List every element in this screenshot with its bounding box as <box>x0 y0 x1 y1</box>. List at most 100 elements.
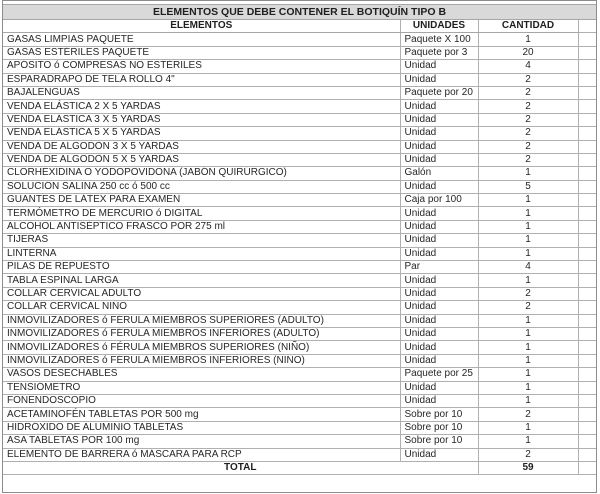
quantity-cell: 1 <box>478 354 579 369</box>
table-header-row: ELEMENTOS UNIDADES CANTIDAD <box>3 20 596 34</box>
unit-cell: Paquete X 100 <box>400 32 479 47</box>
element-cell: CLORHEXIDINA O YODOPOVIDONA (JABÓN QUIRÚ… <box>3 166 401 181</box>
table-row: VASOS DESECHABLES Paquete por 25 1 <box>3 367 596 382</box>
spacer-cell <box>578 260 596 275</box>
quantity-cell: 1 <box>478 166 579 181</box>
unit-cell: Unidad <box>400 381 479 395</box>
unit-cell: Unidad <box>400 126 479 141</box>
spacer-cell <box>578 166 596 181</box>
quantity-cell: 1 <box>478 206 579 221</box>
unit-cell: Unidad <box>400 448 479 462</box>
unit-cell: Unidad <box>400 300 479 315</box>
unit-cell: Unidad <box>400 247 479 262</box>
header-spacer <box>578 20 596 34</box>
spacer-cell <box>578 367 596 382</box>
element-cell: GASAS LIMPIAS PAQUETE <box>3 32 401 47</box>
spacer-cell <box>578 32 596 47</box>
element-cell: VENDA ELÁSTICA 2 X 5 YARDAS <box>3 99 401 114</box>
spacer-cell <box>578 140 596 154</box>
quantity-cell: 2 <box>478 153 579 168</box>
quantity-cell: 1 <box>478 421 579 436</box>
unit-cell: Unidad <box>400 354 479 369</box>
spacer-cell <box>578 421 596 436</box>
table-row: INMOVILIZADORES ó FÉRULA MIEMBROS SUPERI… <box>3 340 596 355</box>
spacer-cell <box>578 59 596 74</box>
quantity-cell: 1 <box>478 273 579 288</box>
table-row: VENDA DE ALGODÒN 5 X 5 YARDAS Unidad 2 <box>3 153 596 168</box>
table-row: COLLAR CERVICAL ADULTO Unidad 2 <box>3 287 596 302</box>
spacer-cell <box>578 273 596 288</box>
unit-cell: Unidad <box>400 99 479 114</box>
header-cantidad: CANTIDAD <box>478 20 579 34</box>
table-row: BAJALENGUAS Paquete por 20 2 <box>3 86 596 101</box>
total-spacer <box>578 461 596 476</box>
unit-cell: Sobre por 10 <box>400 421 479 436</box>
quantity-cell: 1 <box>478 247 579 262</box>
spacer-cell <box>578 86 596 101</box>
table-row: SOLUCIÓN SALINA 250 cc ó 500 cc Unidad 5 <box>3 180 596 195</box>
unit-cell: Unidad <box>400 59 479 74</box>
element-cell: VASOS DESECHABLES <box>3 367 401 382</box>
table-row: TERMÓMETRO DE MERCURIO ó DIGITAL Unidad … <box>3 206 596 221</box>
spacer-cell <box>578 381 596 395</box>
element-cell: VENDA ELÁSTICA 3 X 5 YARDAS <box>3 113 401 128</box>
element-cell: SOLUCIÓN SALINA 250 cc ó 500 cc <box>3 180 401 195</box>
table-row: TIJERAS Unidad 1 <box>3 233 596 248</box>
quantity-cell: 1 <box>478 193 579 208</box>
table-row: GASAS LIMPIAS PAQUETE Paquete X 100 1 <box>3 32 596 47</box>
table-row: ALCOHOL ANTISÉPTICO FRASCO POR 275 ml Un… <box>3 220 596 235</box>
spacer-cell <box>578 193 596 208</box>
quantity-cell: 1 <box>478 381 579 395</box>
first-aid-kit-table: ELEMENTOS UNIDADES CANTIDAD GASAS LIMPIA… <box>3 20 596 476</box>
quantity-cell: 2 <box>478 140 579 154</box>
spacer-cell <box>578 354 596 369</box>
table-row: VENDA ELÁSTICA 5 X 5 YARDAS Unidad 2 <box>3 126 596 141</box>
table-footer: TOTAL 59 <box>3 461 596 476</box>
spacer-cell <box>578 153 596 168</box>
spacer-cell <box>578 247 596 262</box>
quantity-cell: 2 <box>478 300 579 315</box>
quantity-cell: 4 <box>478 260 579 275</box>
unit-cell: Unidad <box>400 233 479 248</box>
spacer-cell <box>578 73 596 87</box>
spacer-cell <box>578 233 596 248</box>
element-cell: TENSIÓMETRO <box>3 381 401 395</box>
table-row: COLLAR CERVICAL NIÑO Unidad 2 <box>3 300 596 315</box>
quantity-cell: 2 <box>478 73 579 87</box>
unit-cell: Unidad <box>400 73 479 87</box>
table-row: INMOVILIZADORES ó FÉRULA MIEMBROS SUPERI… <box>3 314 596 328</box>
table-row: TENSIÓMETRO Unidad 1 <box>3 381 596 395</box>
spacer-cell <box>578 126 596 141</box>
spacer-cell <box>578 340 596 355</box>
element-cell: TERMÓMETRO DE MERCURIO ó DIGITAL <box>3 206 401 221</box>
unit-cell: Caja por 100 <box>400 193 479 208</box>
unit-cell: Unidad <box>400 180 479 195</box>
unit-cell: Unidad <box>400 206 479 221</box>
table-title: ELEMENTOS QUE DEBE CONTENER EL BOTIQUÍN … <box>3 4 596 20</box>
quantity-cell: 4 <box>478 59 579 74</box>
element-cell: GUANTES DE LÁTEX PARA EXAMEN <box>3 193 401 208</box>
unit-cell: Paquete por 25 <box>400 367 479 382</box>
total-label: TOTAL <box>3 461 479 476</box>
quantity-cell: 1 <box>478 327 579 342</box>
element-cell: HIDRÓXIDO DE ALUMINIO TABLETAS <box>3 421 401 436</box>
element-cell: INMOVILIZADORES ó FÉRULA MIEMBROS INFERI… <box>3 354 401 369</box>
unit-cell: Sobre por 10 <box>400 434 479 449</box>
element-cell: INMOVILIZADORES ó FÉRULA MIEMBROS SUPERI… <box>3 340 401 355</box>
unit-cell: Unidad <box>400 113 479 128</box>
table-row: VENDA DE ALGODÒN 3 X 5 YARDAS Unidad 2 <box>3 140 596 154</box>
table-row: CLORHEXIDINA O YODOPOVIDONA (JABÓN QUIRÚ… <box>3 166 596 181</box>
spacer-cell <box>578 287 596 302</box>
quantity-cell: 1 <box>478 314 579 328</box>
spacer-cell <box>578 206 596 221</box>
spacer-cell <box>578 434 596 449</box>
table-row: LINTERNA Unidad 1 <box>3 247 596 262</box>
quantity-cell: 5 <box>478 180 579 195</box>
quantity-cell: 1 <box>478 340 579 355</box>
table-row: HIDRÓXIDO DE ALUMINIO TABLETAS Sobre por… <box>3 421 596 436</box>
table-row: ACETAMINOFÉN TABLETAS POR 500 mg Sobre p… <box>3 407 596 422</box>
spacer-cell <box>578 113 596 128</box>
element-cell: VENDA ELÁSTICA 5 X 5 YARDAS <box>3 126 401 141</box>
